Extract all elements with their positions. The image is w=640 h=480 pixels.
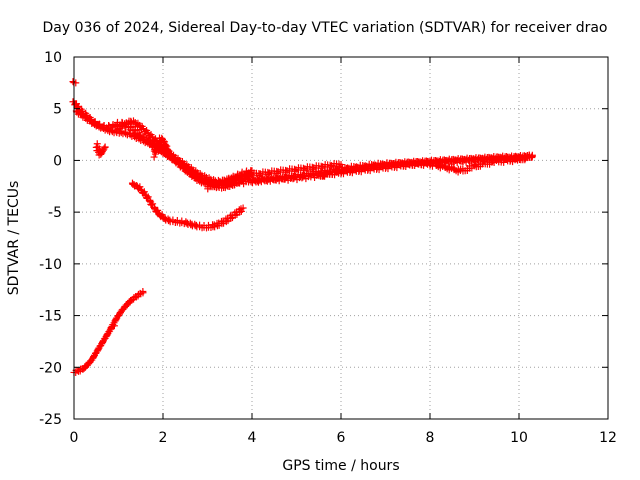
x-tick-label: 0: [70, 430, 79, 446]
x-tick-label: 10: [510, 430, 528, 446]
y-tick-label: -20: [39, 360, 62, 376]
plot-frame: [73, 56, 609, 420]
x-tick-labels: 0 2 4 6 8 10 12: [70, 430, 617, 446]
series-markers: [150, 134, 176, 161]
y-tick-label: -15: [39, 309, 62, 325]
x-tick-label: 8: [426, 430, 435, 446]
y-tick-labels: -25 -20 -15 -10 -5 0 5 10: [39, 50, 62, 428]
series-track-5: [150, 134, 176, 161]
y-tick-label: 0: [53, 153, 62, 169]
y-tick-label: -25: [39, 412, 62, 428]
x-axis-label: GPS time / hours: [282, 458, 399, 474]
series-markers: [128, 179, 247, 232]
x-tick-label: 12: [599, 430, 617, 446]
series-track-9: [128, 179, 247, 232]
y-tick-label: -10: [39, 257, 62, 273]
series-markers: [92, 140, 109, 159]
x-tick-label: 6: [337, 430, 346, 446]
y-tick-label: 5: [53, 102, 62, 118]
x-tick-label: 4: [248, 430, 257, 446]
series-track-10: [70, 288, 147, 377]
series-track-8: [314, 151, 536, 180]
grid: [74, 57, 608, 419]
x-tick-label: 2: [159, 430, 168, 446]
y-axis-label: SDTVAR / TECUs: [6, 181, 22, 296]
data-points: [69, 78, 536, 377]
y-tick-label: 10: [44, 50, 62, 66]
y-tick-label: -5: [48, 205, 62, 221]
chart-title: Day 036 of 2024, Sidereal Day-to-day VTE…: [42, 20, 607, 36]
series-markers: [314, 151, 536, 180]
series-markers: [70, 288, 147, 377]
series-track-4: [92, 140, 109, 159]
